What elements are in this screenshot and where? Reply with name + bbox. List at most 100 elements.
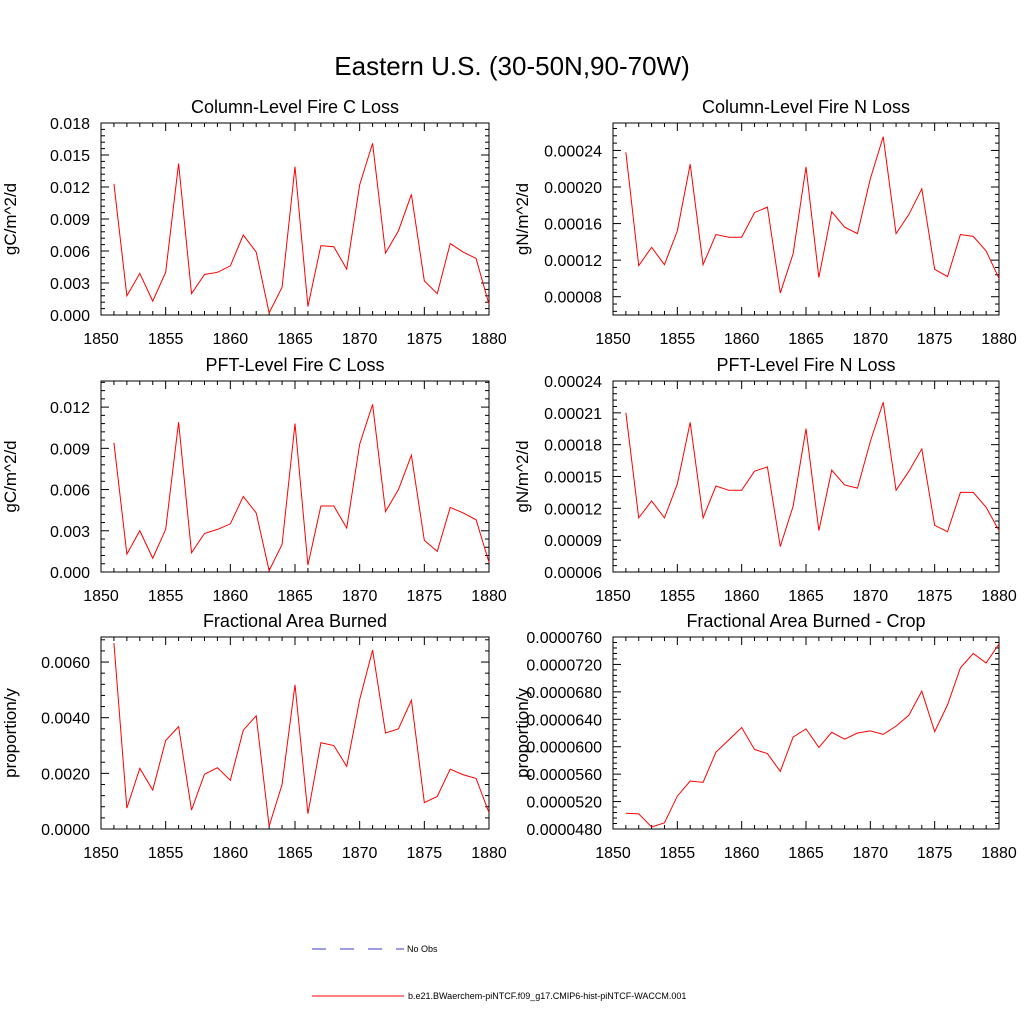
plot-frame — [612, 636, 1000, 830]
y-tick-label: 0.00021 — [544, 406, 602, 423]
chart-panel-3: PFT-Level Fire C Loss gC/m^2/d 1850 1855 186… — [1, 355, 507, 605]
chart-panel-5: Fractional Area Burned proportion/y 1850 18… — [1, 611, 507, 862]
legend: No Obs b.e21.BWaerchem-piNTCF.f09_g17.CM… — [312, 944, 686, 1001]
y-axis-label: gN/m^2/d — [513, 440, 532, 512]
y-tick-label: 0.00016 — [544, 217, 602, 234]
x-tick-label: 1860 — [724, 588, 760, 605]
plot-frame — [612, 380, 1000, 573]
panel-title: Fractional Area Burned — [203, 611, 387, 631]
y-tick-label: 0.012 — [50, 180, 90, 197]
x-tick-label: 1850 — [83, 845, 119, 862]
x-tick-label: 1855 — [660, 331, 696, 348]
series-line-1 — [625, 643, 1000, 828]
x-tick-label: 1875 — [917, 845, 953, 862]
x-tick-label: 1870 — [853, 331, 889, 348]
panel-title: Column-Level Fire C Loss — [191, 97, 399, 117]
y-axis-label: proportion/y — [513, 688, 532, 778]
panel-title: PFT-Level Fire C Loss — [205, 355, 384, 375]
y-tick-label: 0.0000640 — [526, 712, 602, 729]
x-tick-label: 1865 — [277, 588, 313, 605]
x-tick-label: 1870 — [342, 331, 378, 348]
x-tick-label: 1850 — [83, 588, 119, 605]
y-tick-label: 0.00012 — [544, 253, 602, 270]
x-tick-label: 1875 — [917, 331, 953, 348]
x-tick-label: 1875 — [407, 588, 443, 605]
y-tick-label: 0.0000480 — [526, 822, 602, 839]
figure-title: Eastern U.S. (30-50N,90-70W) — [334, 51, 689, 81]
y-axis-label: gC/m^2/d — [1, 183, 20, 255]
x-tick-label: 1865 — [788, 845, 824, 862]
x-tick-label: 1875 — [917, 588, 953, 605]
x-tick-label: 1855 — [660, 588, 696, 605]
y-tick-label: 0.0000680 — [526, 685, 602, 702]
x-tick-label: 1880 — [981, 845, 1017, 862]
y-tick-label: 0.003 — [50, 524, 90, 541]
x-tick-label: 1880 — [471, 845, 507, 862]
chart-panel-1: Column-Level Fire C Loss gC/m^2/d 1850 1855… — [1, 97, 507, 348]
y-tick-label: 0.0000560 — [526, 767, 602, 784]
y-tick-label: 0.0000760 — [526, 630, 602, 647]
x-tick-label: 1865 — [277, 845, 313, 862]
x-tick-label: 1880 — [981, 331, 1017, 348]
x-tick-label: 1875 — [407, 845, 443, 862]
x-tick-label: 1860 — [724, 845, 760, 862]
plot-frame — [100, 636, 490, 830]
y-tick-label: 0.009 — [50, 212, 90, 229]
series-line-1 — [625, 402, 1000, 547]
y-tick-label: 0.0020 — [41, 766, 90, 783]
x-tick-label: 1880 — [471, 331, 507, 348]
x-tick-label: 1870 — [853, 588, 889, 605]
x-tick-label: 1860 — [213, 588, 249, 605]
series-line-1 — [625, 136, 1000, 294]
y-tick-label: 0.00015 — [544, 470, 602, 487]
y-tick-label: 0.00018 — [544, 438, 602, 455]
y-axis-label: proportion/y — [1, 688, 20, 778]
y-tick-label: 0.0000520 — [526, 795, 602, 812]
chart-panel-4: PFT-Level Fire N Loss gN/m^2/d 1850 1855 186… — [513, 355, 1017, 605]
chart-panel-2: Column-Level Fire N Loss gN/m^2/d 1850 1855… — [513, 97, 1017, 348]
y-tick-label: 0.00024 — [544, 143, 602, 160]
x-tick-label: 1850 — [595, 331, 631, 348]
series-line-1 — [113, 643, 490, 827]
plot-frame — [612, 122, 1000, 316]
y-tick-label: 0.0000720 — [526, 657, 602, 674]
x-tick-label: 1860 — [724, 331, 760, 348]
panel-title: PFT-Level Fire N Loss — [716, 355, 895, 375]
x-tick-label: 1860 — [213, 331, 249, 348]
y-tick-label: 0.00024 — [544, 374, 602, 391]
y-tick-label: 0.012 — [50, 400, 90, 417]
x-tick-label: 1880 — [471, 588, 507, 605]
x-tick-label: 1860 — [213, 845, 249, 862]
y-tick-label: 0.0000 — [41, 822, 90, 839]
series-line-1 — [113, 143, 490, 315]
y-tick-label: 0.003 — [50, 276, 90, 293]
y-axis-label: gC/m^2/d — [1, 440, 20, 512]
x-tick-label: 1865 — [277, 331, 313, 348]
y-tick-label: 0.00008 — [544, 290, 602, 307]
y-tick-label: 0.006 — [50, 483, 90, 500]
y-tick-label: 0.00006 — [544, 565, 602, 582]
y-tick-label: 0.000 — [50, 565, 90, 582]
y-tick-label: 0.015 — [50, 148, 90, 165]
x-tick-label: 1880 — [981, 588, 1017, 605]
x-tick-label: 1875 — [407, 331, 443, 348]
x-tick-label: 1855 — [148, 331, 184, 348]
y-axis-label: gN/m^2/d — [513, 183, 532, 255]
y-tick-label: 0.00020 — [544, 180, 602, 197]
panel-title: Fractional Area Burned - Crop — [686, 611, 925, 631]
panel-title: Column-Level Fire N Loss — [702, 97, 910, 117]
chart-panels: Column-Level Fire C Loss gC/m^2/d 1850 1855… — [1, 97, 1017, 862]
x-tick-label: 1855 — [660, 845, 696, 862]
y-tick-label: 0.006 — [50, 244, 90, 261]
series-line-1 — [113, 404, 490, 573]
y-tick-label: 0.018 — [50, 116, 90, 133]
y-tick-label: 0.009 — [50, 441, 90, 458]
x-tick-label: 1855 — [148, 845, 184, 862]
x-tick-label: 1855 — [148, 588, 184, 605]
y-tick-label: 0.0000600 — [526, 740, 602, 757]
x-tick-label: 1865 — [788, 588, 824, 605]
x-tick-label: 1850 — [83, 331, 119, 348]
y-tick-label: 0.00009 — [544, 533, 602, 550]
y-tick-label: 0.000 — [50, 308, 90, 325]
